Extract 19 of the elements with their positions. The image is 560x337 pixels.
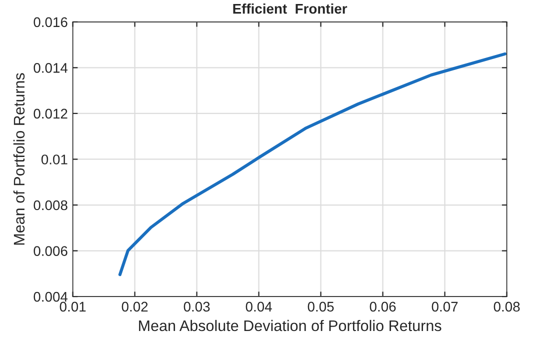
y-tick-label: 0.016 [34,17,68,28]
x-tick-label: 0.02 [122,302,148,312]
chart-title: Efficient Frontier [233,4,348,14]
x-tick-label: 0.03 [184,302,210,312]
x-tick-label: 0.01 [60,302,86,312]
x-tick-label: 0.05 [308,302,334,312]
x-tick-label: 0.08 [494,302,520,312]
x-tick-label: 0.04 [246,302,272,312]
y-tick-label: 0.006 [34,246,68,256]
x-tick-label: 0.07 [432,302,458,312]
y-tick-label: 0.004 [34,292,68,302]
y-tick-label: 0.014 [34,63,68,73]
x-tick-label: 0.06 [370,302,396,312]
y-tick-label: 0.01 [41,154,68,164]
x-axis-title: Mean Absolute Deviation of Portfolio Returns [139,320,442,332]
y-tick-label: 0.008 [34,200,68,210]
y-tick-label: 0.012 [34,108,68,119]
y-axis-title: Mean of Portfolio Returns [13,73,25,245]
line-series [118,52,506,276]
